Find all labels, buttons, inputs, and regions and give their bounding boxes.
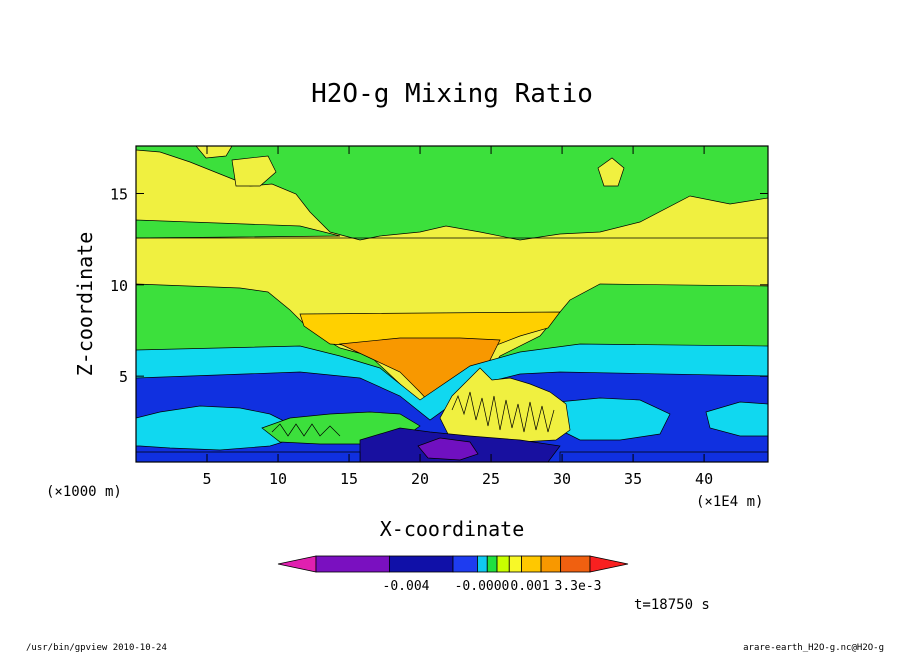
y-tick-label: 5 [119,368,128,386]
level-blue-surface [136,451,361,462]
colorbar-swatch [315,555,390,573]
colorbar-swatch [521,555,542,573]
footer-right: arare-earth_H2O-g.nc@H2O-g [743,643,884,653]
x-axis: 5 10 15 20 25 30 35 40 [202,146,713,488]
x-tick-label: 10 [269,470,287,488]
colorbar [277,555,629,573]
y-axis-label: Z-coordinate [73,232,97,377]
x-unit-left: (×1000 m) [46,484,122,500]
colorbar-swatch [540,555,562,573]
x-tick-label: 5 [202,470,211,488]
colorbar-swatch [486,555,498,573]
colorbar-label: 0.001 [510,579,549,594]
level-green-band [136,219,341,239]
contour-line [451,391,555,433]
level-yellow-patch [597,157,625,187]
level-cyan-low [557,397,671,441]
contour-line [271,423,341,437]
colorbar-swatch [388,555,454,573]
colorbar-label: -0.004 [383,579,430,594]
colorbar-labels: -0.004 -0.0000 0.001 3.3e-3 [383,579,602,594]
x-tick-label: 25 [482,470,500,488]
colorbar-label: -0.0000 [455,579,510,594]
colorbar-swatch [496,555,510,573]
plot-frame [135,145,769,463]
x-unit-right: (×1E4 m) [696,494,763,510]
x-tick-label: 20 [411,470,429,488]
level-yellow-patch [231,155,277,187]
colorbar-swatch [477,555,488,573]
x-tick-label: 40 [695,470,713,488]
y-tick-label: 15 [110,185,128,203]
colorbar-label: 3.3e-3 [555,579,602,594]
level-cyan-low [705,401,768,437]
x-axis-label: X-coordinate [380,517,525,541]
x-tick-label: 35 [624,470,642,488]
x-tick-label: 15 [340,470,358,488]
colorbar-arrow-left [277,555,317,573]
colorbar-swatch [452,555,478,573]
y-axis: 5 10 15 [110,185,768,386]
level-purple [417,437,479,461]
level-blue-surface [559,451,768,462]
level-yellow-patch [195,146,233,159]
colorbar-arrow-right [589,555,629,573]
x-tick-label: 30 [553,470,571,488]
plot-area [136,146,768,462]
colorbar-swatch [560,555,591,573]
chart-title: H2O-g Mixing Ratio [311,79,593,109]
time-label: t=18750 s [634,597,710,613]
y-tick-label: 10 [110,277,128,295]
footer-left: /usr/bin/gpview 2010-10-24 [26,643,167,653]
colorbar-swatch [508,555,522,573]
